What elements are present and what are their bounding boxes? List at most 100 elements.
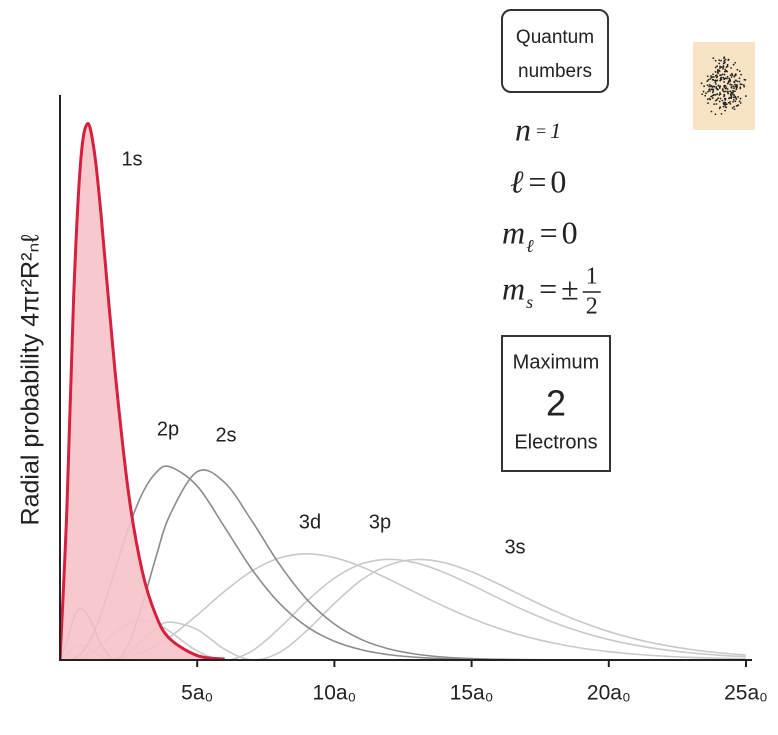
orbital-dot <box>701 93 704 96</box>
orbital-dot <box>722 67 724 70</box>
quantum-box-line: Quantum <box>516 27 594 48</box>
orbital-dot <box>743 78 746 81</box>
orbital-dot <box>735 79 737 82</box>
orbital-dot <box>705 92 707 95</box>
orbital-dot <box>739 102 742 104</box>
orbital-dot <box>730 97 733 100</box>
orbital-dot <box>707 78 710 81</box>
orbital-dot <box>714 113 717 116</box>
orbital-dot <box>713 103 716 106</box>
orbital-dot <box>722 102 725 105</box>
orbital-dot <box>723 56 726 59</box>
orbital-dot <box>730 86 733 89</box>
orbital-dot <box>724 68 727 71</box>
orbital-dot <box>717 97 720 99</box>
orbital-dot <box>721 88 724 90</box>
orbital-dot <box>727 58 730 61</box>
qn-subscript: ℓ <box>526 236 534 256</box>
orbital-dot <box>729 102 732 105</box>
orbital-dot <box>730 76 733 78</box>
orbital-dot <box>727 90 729 93</box>
orbital-dot <box>723 70 726 73</box>
orbital-dot <box>719 85 721 88</box>
qn-value: 0 <box>550 163 566 199</box>
orbital-dot <box>726 88 729 90</box>
orbital-dot <box>733 90 736 93</box>
orbital-dot <box>716 65 718 68</box>
orbital-dot <box>706 75 709 78</box>
qn-subscript: s <box>526 292 533 312</box>
orbital-dot <box>733 105 735 108</box>
orbital-dot <box>724 99 727 101</box>
orbital-dot <box>732 100 734 103</box>
orbital-dot <box>739 97 742 100</box>
x-tick-label: 5a₀ <box>181 682 213 705</box>
qn-numerator: 1 <box>586 264 598 290</box>
orbital-dot <box>734 83 736 86</box>
orbital-dot <box>734 85 737 88</box>
orbital-dot <box>709 98 712 101</box>
orbital-dot <box>728 77 731 80</box>
orbital-dot <box>716 93 719 95</box>
qn-symbol: m <box>502 214 525 250</box>
max-box <box>501 335 611 472</box>
curve-label: 3d <box>299 511 321 533</box>
orbital-dot <box>719 79 722 82</box>
orbital-dot <box>715 74 718 77</box>
orbital-dot <box>702 90 705 93</box>
orbital-dot <box>732 85 735 88</box>
orbital-dot <box>708 83 711 86</box>
orbital-dot <box>729 74 732 77</box>
orbital-dot <box>704 94 707 97</box>
orbital-dot <box>737 96 739 98</box>
orbital-dot <box>734 100 737 103</box>
orbital-dot <box>727 92 730 95</box>
orbital-dot <box>706 80 709 82</box>
orbital-dot <box>718 70 721 72</box>
orbital-dot <box>711 76 714 78</box>
orbital-dot <box>700 82 703 85</box>
orbital-dot <box>715 87 718 90</box>
orbital-dot <box>731 72 733 75</box>
qn-value: 1 <box>550 118 561 143</box>
orbital-dot <box>730 67 732 69</box>
quantum-box <box>501 9 609 93</box>
orbital-dot <box>724 58 727 61</box>
orbital-dot <box>724 77 727 80</box>
qn-symbol: m <box>502 270 525 306</box>
max-box-line: Maximum <box>513 351 600 373</box>
orbital-dot <box>720 112 723 115</box>
qn-value: 0 <box>562 214 578 250</box>
orbital-dot <box>723 61 726 64</box>
orbital-dot <box>719 106 722 109</box>
orbital-dot <box>729 79 732 82</box>
qn-relation: = <box>539 270 557 306</box>
x-tick-label: 15a₀ <box>450 682 494 705</box>
orbital-dot <box>709 90 711 92</box>
orbital-dot <box>723 84 726 87</box>
orbital-dot <box>706 84 709 87</box>
orbital-dot <box>719 67 721 69</box>
orbital-dot <box>721 99 724 102</box>
orbital-dot <box>726 63 729 66</box>
orbital-dot <box>739 83 742 86</box>
orbital-dot <box>729 90 732 93</box>
orbital-dot <box>723 77 726 80</box>
orbital-dot <box>719 97 722 100</box>
orbital-dot <box>731 74 734 77</box>
orbital-dot <box>733 87 735 90</box>
orbital-dot <box>721 73 724 76</box>
orbital-dot <box>709 78 712 80</box>
orbital-dot <box>720 76 722 79</box>
qn-relation: = <box>536 121 546 141</box>
orbital-dot <box>718 100 721 103</box>
orbital-dot <box>710 88 713 91</box>
orbital-dot <box>723 81 725 83</box>
y-axis-label: Radial probability 4πr²R²ₙℓ <box>17 234 45 526</box>
area <box>60 123 225 660</box>
x-tick-label: 25a₀ <box>724 682 768 705</box>
orbital-dot <box>711 91 714 94</box>
orbital-dot <box>738 77 741 80</box>
orbital-dot <box>712 85 715 88</box>
orbital-dot <box>708 85 711 88</box>
